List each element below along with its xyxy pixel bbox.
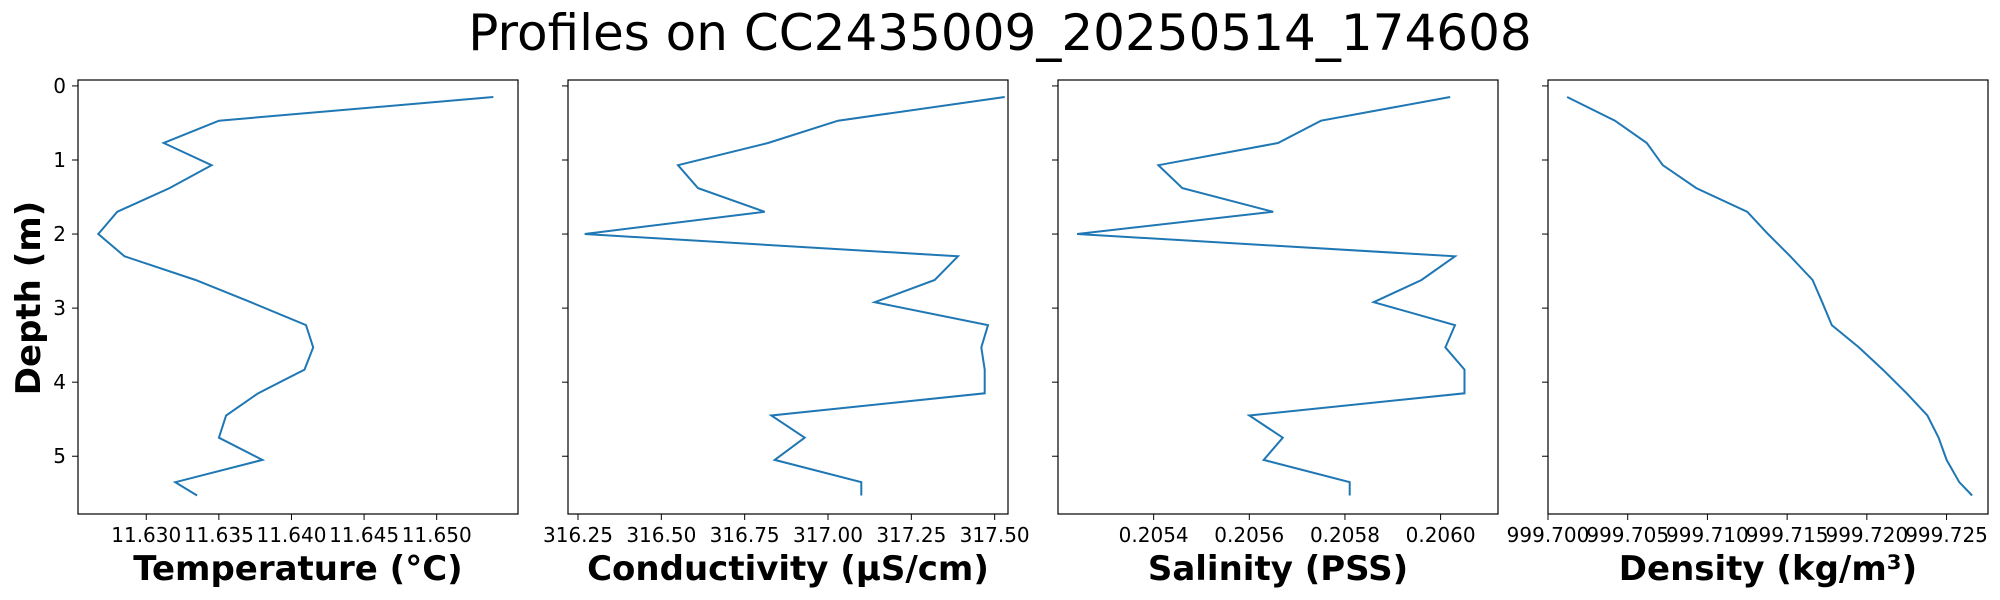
x-tick-label: 999.705	[1586, 523, 1669, 547]
plot-frame	[77, 79, 519, 515]
y-axis-label: Depth (m)	[9, 201, 49, 395]
x-axis-label: Salinity (PSS)	[1148, 549, 1408, 589]
y-tick-label: 4	[53, 370, 66, 394]
chart-title: Profiles on CC2435009_20250514_174608	[468, 4, 1532, 62]
x-tick-label: 316.25	[543, 523, 613, 547]
x-tick-label: 999.700	[1507, 523, 1590, 547]
y-tick-label: 2	[53, 222, 66, 246]
plot-frame	[567, 79, 1009, 515]
y-tick-label: 1	[53, 148, 66, 172]
profile-line	[1076, 96, 1466, 496]
panel-1: 11.630 11.635 11.640 11.645 11.650 0 1 2 3 4 5 Temp…	[53, 74, 519, 589]
x-tick-label: 11.645	[329, 523, 399, 547]
x-tick-label: 0.2056	[1214, 523, 1284, 547]
x-tick-label: 317.25	[876, 523, 946, 547]
x-tick-label: 317.50	[960, 523, 1030, 547]
x-tick-label: 317.00	[793, 523, 863, 547]
profile-line	[96, 96, 494, 497]
x-tick-label: 11.640	[256, 523, 326, 547]
profile-line	[1566, 96, 1973, 497]
x-tick-label: 11.630	[111, 523, 181, 547]
y-tick-label: 3	[53, 296, 66, 320]
x-tick-label: 999.715	[1746, 523, 1829, 547]
x-tick-label: 316.75	[710, 523, 780, 547]
x-tick-label: 999.710	[1666, 523, 1749, 547]
x-tick-label: 999.725	[1905, 523, 1988, 547]
x-tick-label: 316.50	[626, 523, 696, 547]
x-axis-label: Temperature (°C)	[133, 549, 462, 589]
plot-frame	[1057, 79, 1499, 515]
y-tick-label: 0	[53, 74, 66, 98]
x-axis-label: Density (kg/m³)	[1619, 549, 1917, 589]
panel-4: 999.700999.705999.710999.715999.720999.7…	[1507, 79, 1989, 589]
x-tick-label: 0.2060	[1406, 523, 1476, 547]
x-axis-label: Conductivity (µS/cm)	[587, 549, 989, 589]
x-tick-label: 0.2054	[1119, 523, 1189, 547]
x-tick-label: 11.635	[184, 523, 254, 547]
profile-line	[584, 96, 1005, 496]
x-tick-label: 11.650	[402, 523, 472, 547]
panel-2: 316.25 316.50 316.75 317.00 317.25 317.50Cond…	[543, 79, 1030, 589]
plot-frame	[1547, 79, 1989, 515]
y-tick-label: 5	[53, 444, 66, 468]
x-tick-label: 0.2058	[1310, 523, 1380, 547]
x-tick-label: 999.720	[1825, 523, 1908, 547]
